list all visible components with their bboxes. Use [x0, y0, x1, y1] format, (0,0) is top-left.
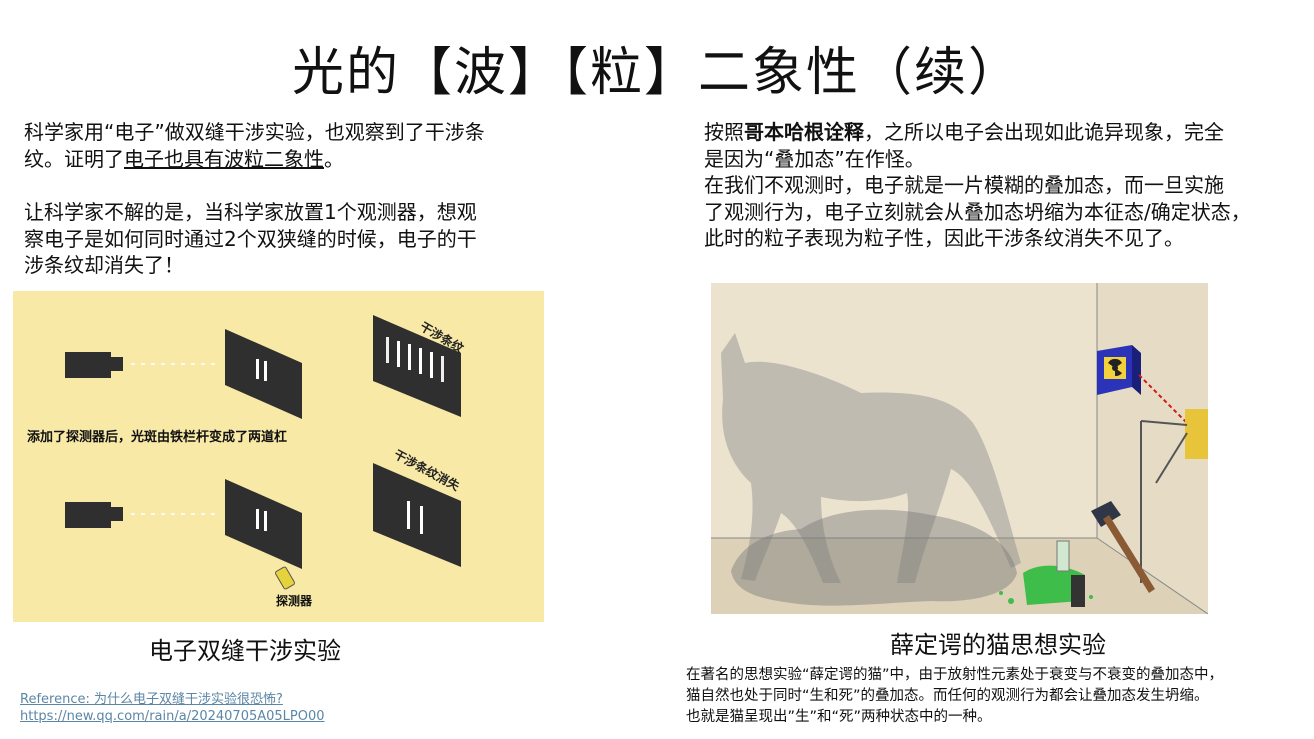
screen-two-bands: [373, 463, 461, 567]
hammer-icon: [1091, 501, 1155, 593]
electron-gun-top: [65, 352, 123, 378]
schrodinger-cat-figure: [711, 283, 1208, 614]
label-detector-added: 添加了探测器后，光斑由铁栏杆变成了两道杠: [27, 429, 287, 445]
left-intro-suffix: 。: [324, 146, 344, 171]
geiger-counter: [1185, 409, 1208, 459]
reference-url-link[interactable]: https://new.qq.com/rain/a/20240705A05LPO…: [20, 709, 325, 724]
double-slit-illustration: 干涉条纹 添加了探测器后，光斑由铁栏杆变成了两道杠 干涉条纹消失 探测器: [13, 291, 544, 622]
electron-beam-top: [131, 363, 215, 365]
left-intro-paragraph: 科学家用“电子”做双缝干涉实验，也观察到了干涉条 纹。证明了电子也具有波粒二象性…: [24, 119, 544, 172]
hammer-mechanism: [1140, 420, 1188, 583]
right-para-line-2: 是因为“叠加态”在作怪。: [704, 146, 925, 171]
schrodinger-note: 在著名的思想实验“薛定谔的猫”中，由于放射性元素处于衰变与不衰变的叠加态中， 猫…: [686, 665, 1306, 728]
right-para-line-4: 了观测行为，电子立刻就会从叠加态坍缩为本征态/确定状态，: [704, 199, 1251, 224]
reference-block: Reference: 为什么电子双缝干涉实验很恐怖? https://new.q…: [20, 691, 325, 725]
electron-gun-bottom: [65, 502, 123, 528]
left-puzzle-line-3: 涉条纹却消失了！: [24, 253, 184, 277]
figure-background: [13, 291, 544, 622]
electron-beam-bottom: [131, 513, 215, 515]
reference-title-link[interactable]: Reference: 为什么电子双缝干涉实验很恐怖?: [20, 692, 283, 707]
laser-beam: [1138, 374, 1188, 424]
right-para-line-5: 此时的粒子表现为粒子性，因此干涉条纹消失不见了。: [704, 226, 1184, 250]
left-puzzle-line-2: 察电子是如何同时通过2个双狭缝的时候，电子的干: [24, 226, 477, 251]
broken-flask-icon: [999, 540, 1093, 607]
left-intro-prefix: 纹。证明了: [24, 146, 124, 171]
wave-particle-duality-text: 电子也具有波粒二象性: [124, 146, 324, 171]
label-detector: 探测器: [276, 593, 313, 608]
page-title: 光的【波】【粒】二象性（续）: [291, 43, 1022, 103]
left-intro-line-2: 纹。证明了电子也具有波粒二象性。: [24, 146, 544, 173]
schrodinger-cat-illustration: [711, 283, 1208, 614]
copenhagen-rest: ，之所以电子会出现如此诡异现象，完全: [864, 120, 1224, 144]
right-para-line-3: 在我们不观测时，电子就是一片模糊的叠加态，而一旦实施: [704, 173, 1224, 197]
double-slit-plate-top: [225, 329, 302, 419]
right-copenhagen-paragraph: 按照哥本哈根诠释，之所以电子会出现如此诡异现象，完全 是因为“叠加态”在作怪。 …: [704, 119, 1304, 252]
left-intro-line-1: 科学家用“电子”做双缝干涉实验，也观察到了干涉条: [24, 120, 485, 144]
copenhagen-interpretation-text: 哥本哈根诠释: [744, 120, 864, 144]
note-line-3: 也就是猫呈现出”生”和“死”两种状态中的一种。: [686, 709, 992, 725]
double-slit-plate-bottom: [225, 479, 302, 569]
left-puzzle-line-1: 让科学家不解的是，当科学家放置1个观测器，想观: [24, 200, 477, 224]
screen-interference-fringes: [373, 315, 461, 417]
double-slit-caption: 电子双缝干涉实验: [149, 637, 341, 665]
schrodinger-caption: 薛定谔的猫思想实验: [890, 631, 1106, 659]
double-slit-figure: 干涉条纹 添加了探测器后，光斑由铁栏杆变成了两道杠 干涉条纹消失 探测器: [13, 291, 544, 622]
cat-silhouette-lying: [731, 509, 1017, 606]
note-line-1: 在著名的思想实验“薛定谔的猫”中，由于放射性元素处于衰变与不衰变的叠加态中，: [686, 667, 1224, 683]
note-line-2: 猫自然也处于同时“生和死”的叠加态。而任何的观测行为都会让叠加态发生坍缩。: [686, 688, 1209, 704]
right-para-line-1: 按照哥本哈根诠释，之所以电子会出现如此诡异现象，完全: [704, 119, 1304, 146]
radioactive-box: [1097, 345, 1141, 395]
copenhagen-prefix: 按照: [704, 120, 744, 144]
cat-silhouette-standing: [721, 333, 1021, 583]
left-puzzle-paragraph: 让科学家不解的是，当科学家放置1个观测器，想观 察电子是如何同时通过2个双狭缝的…: [24, 199, 544, 279]
detector-icon: [275, 566, 295, 590]
